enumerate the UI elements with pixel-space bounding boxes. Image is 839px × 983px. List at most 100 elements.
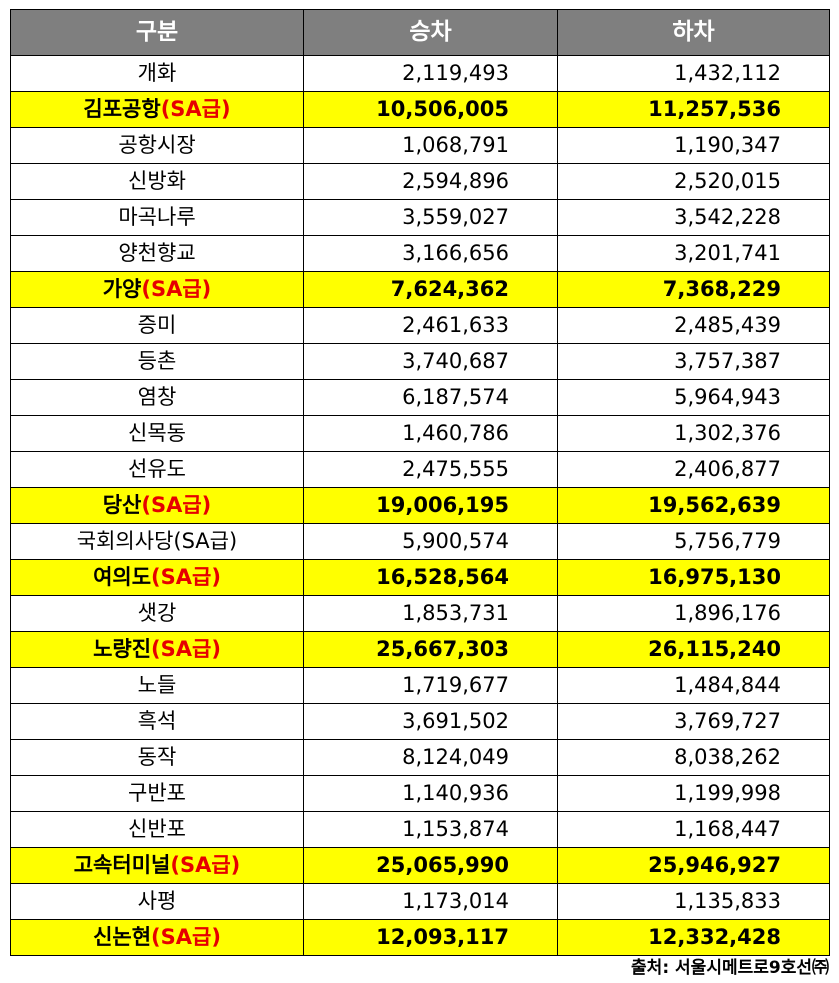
station-name-cell: 증미	[10, 307, 304, 344]
alighting-count: 8,038,262	[557, 739, 830, 776]
table-row-sa-station: 김포공항(SA급) 10,506,005 11,257,536	[10, 91, 830, 128]
station-name: 동작	[137, 745, 177, 769]
alighting-count: 1,199,998	[557, 775, 830, 812]
station-name: 개화	[137, 61, 177, 85]
boarding-count: 6,187,574	[303, 379, 558, 416]
station-name: 선유도	[128, 457, 186, 481]
station-name-cell: 선유도	[10, 451, 304, 488]
station-name: 증미	[137, 313, 177, 337]
boarding-count: 3,691,502	[303, 703, 558, 740]
alighting-count: 1,302,376	[557, 415, 830, 452]
alighting-count: 1,135,833	[557, 883, 830, 920]
station-name: 공항시장	[118, 133, 196, 157]
station-name: 염창	[137, 385, 177, 409]
station-name: 등촌	[137, 349, 177, 373]
station-name-cell: 구반포	[10, 775, 304, 812]
table-row: 신방화 2,594,896 2,520,015	[10, 163, 830, 200]
alighting-count: 7,368,229	[557, 271, 830, 308]
station-name-cell: 염창	[10, 379, 304, 416]
station-grade-label: (SA급)	[151, 565, 221, 589]
alighting-count: 5,756,779	[557, 523, 830, 560]
table-row-sa-station: 가양(SA급) 7,624,362 7,368,229	[10, 271, 830, 308]
alighting-count: 3,757,387	[557, 343, 830, 380]
boarding-count: 1,068,791	[303, 127, 558, 164]
boarding-count: 16,528,564	[303, 559, 558, 596]
station-ridership-table: 구분 승차 하차 개화 2,119,493 1,432,112 김포공항(SA급) 10…	[10, 9, 830, 956]
alighting-count: 1,432,112	[557, 55, 830, 92]
boarding-count: 2,119,493	[303, 55, 558, 92]
boarding-count: 1,140,936	[303, 775, 558, 812]
station-grade-label: (SA급)	[141, 277, 212, 301]
station-name-cell: 노들	[10, 667, 304, 704]
alighting-count: 2,406,877	[557, 451, 830, 488]
station-name-cell: 신목동	[10, 415, 304, 452]
station-name-cell: 사평	[10, 883, 304, 920]
boarding-count: 3,740,687	[303, 343, 558, 380]
boarding-count: 2,475,555	[303, 451, 558, 488]
station-name-cell: 등촌	[10, 343, 304, 380]
station-grade-label: (SA급)	[151, 925, 221, 949]
station-name: 구반포	[128, 781, 186, 805]
table-row: 신목동 1,460,786 1,302,376	[10, 415, 830, 452]
alighting-count: 25,946,927	[557, 847, 830, 884]
station-name-cell: 노량진(SA급)	[10, 631, 304, 668]
table-row: 선유도 2,475,555 2,406,877	[10, 451, 830, 488]
station-name: 국회의사당(SA급)	[76, 529, 238, 553]
station-grade-label: (SA급)	[151, 637, 221, 661]
station-grade-label: (SA급)	[141, 493, 212, 517]
boarding-count: 2,461,633	[303, 307, 558, 344]
boarding-count: 1,853,731	[303, 595, 558, 632]
station-name: 가양	[102, 277, 142, 301]
station-name-cell: 샛강	[10, 595, 304, 632]
alighting-count: 2,485,439	[557, 307, 830, 344]
source-note: 출처: 서울시메트로9호선㈜	[631, 958, 829, 978]
station-name-cell: 당산(SA급)	[10, 487, 304, 524]
boarding-count: 7,624,362	[303, 271, 558, 308]
station-name: 사평	[137, 889, 177, 913]
station-name: 고속터미널	[73, 853, 171, 877]
table-body: 개화 2,119,493 1,432,112 김포공항(SA급) 10,506,005 1…	[10, 55, 830, 956]
station-name-cell: 고속터미널(SA급)	[10, 847, 304, 884]
table-row-sa-station: 고속터미널(SA급) 25,065,990 25,946,927	[10, 847, 830, 884]
station-name-cell: 공항시장	[10, 127, 304, 164]
station-name-cell: 신방화	[10, 163, 304, 200]
station-name-cell: 마곡나루	[10, 199, 304, 236]
station-name: 신방화	[128, 169, 186, 193]
boarding-count: 12,093,117	[303, 919, 558, 956]
table-row: 개화 2,119,493 1,432,112	[10, 55, 830, 92]
alighting-count: 3,542,228	[557, 199, 830, 236]
table-row-sa-station: 신논현(SA급) 12,093,117 12,332,428	[10, 919, 830, 956]
boarding-count: 25,065,990	[303, 847, 558, 884]
station-name: 김포공항	[83, 97, 161, 121]
alighting-count: 3,769,727	[557, 703, 830, 740]
table-row: 등촌 3,740,687 3,757,387	[10, 343, 830, 380]
table-row: 신반포 1,153,874 1,168,447	[10, 811, 830, 848]
alighting-count: 1,168,447	[557, 811, 830, 848]
column-header-alighting: 하차	[557, 9, 830, 56]
boarding-count: 1,719,677	[303, 667, 558, 704]
station-name: 노들	[137, 673, 177, 697]
alighting-count: 2,520,015	[557, 163, 830, 200]
table-row: 흑석 3,691,502 3,769,727	[10, 703, 830, 740]
boarding-count: 19,006,195	[303, 487, 558, 524]
table-row: 염창 6,187,574 5,964,943	[10, 379, 830, 416]
station-name: 양천향교	[118, 241, 196, 265]
table-row: 공항시장 1,068,791 1,190,347	[10, 127, 830, 164]
alighting-count: 16,975,130	[557, 559, 830, 596]
column-header-category: 구분	[10, 9, 304, 56]
table-row: 구반포 1,140,936 1,199,998	[10, 775, 830, 812]
column-header-boarding: 승차	[303, 9, 558, 56]
alighting-count: 1,484,844	[557, 667, 830, 704]
station-name: 노량진	[93, 637, 152, 661]
station-name: 당산	[102, 493, 142, 517]
boarding-count: 2,594,896	[303, 163, 558, 200]
alighting-count: 3,201,741	[557, 235, 830, 272]
table-row: 노들 1,719,677 1,484,844	[10, 667, 830, 704]
alighting-count: 26,115,240	[557, 631, 830, 668]
station-name-cell: 개화	[10, 55, 304, 92]
table-row: 사평 1,173,014 1,135,833	[10, 883, 830, 920]
station-name-cell: 동작	[10, 739, 304, 776]
table-row-sa-station: 여의도(SA급) 16,528,564 16,975,130	[10, 559, 830, 596]
boarding-count: 1,153,874	[303, 811, 558, 848]
table-row: 샛강 1,853,731 1,896,176	[10, 595, 830, 632]
